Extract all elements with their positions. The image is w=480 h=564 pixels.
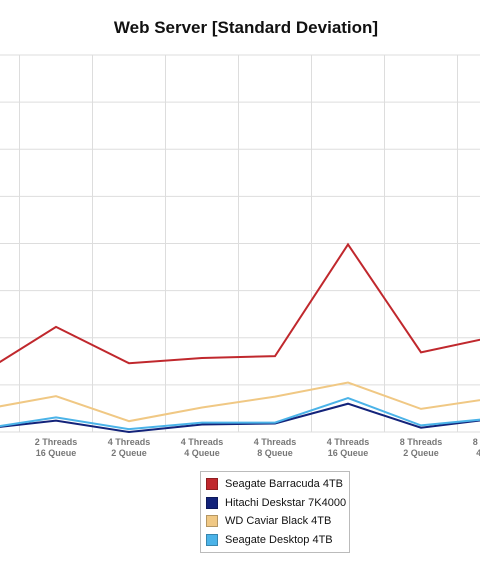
legend-swatch (206, 515, 218, 528)
x-tick-label: 4 Threads (108, 437, 151, 447)
series-line-1 (0, 242, 480, 365)
legend: Seagate Barracuda 4TB Hitachi Deskstar 7K… (200, 471, 350, 553)
x-tick-label: 16 Queue (328, 448, 369, 458)
x-tick-label: 4 Queue (476, 448, 480, 458)
x-tick-label: 2 Threads (35, 437, 78, 447)
legend-label: WD Caviar Black 4TB (225, 515, 332, 528)
x-tick-label: 16 Queue (36, 448, 77, 458)
x-tick-label: 2 Queue (403, 448, 439, 458)
x-tick-label: 8 Threads (473, 437, 480, 447)
series-line-2 (0, 402, 480, 434)
x-tick-label: 4 Threads (254, 437, 297, 447)
legend-item: Seagate Desktop 4TB (201, 531, 349, 550)
x-tick-label: 8 Threads (400, 437, 443, 447)
x-tick-label: 8 Queue (257, 448, 293, 458)
chart-title: Web Server [Standard Deviation] (113, 18, 379, 37)
x-tick-label: 4 Threads (181, 437, 224, 447)
legend-label: Seagate Desktop 4TB (225, 533, 333, 546)
legend-label: Hitachi Deskstar 7K4000 (225, 496, 347, 509)
legend-swatch (206, 478, 218, 491)
legend-item: WD Caviar Black 4TB (201, 512, 349, 531)
legend-label: Seagate Barracuda 4TB (225, 478, 344, 491)
legend-swatch (206, 533, 218, 546)
x-tick-label: 4 Queue (184, 448, 220, 458)
x-tick-label: 4 Threads (327, 437, 370, 447)
legend-item: Hitachi Deskstar 7K4000 (201, 494, 349, 513)
legend-item: Seagate Barracuda 4TB (201, 475, 349, 494)
legend-swatch (206, 496, 218, 509)
x-tick-label: 2 Queue (111, 448, 147, 458)
